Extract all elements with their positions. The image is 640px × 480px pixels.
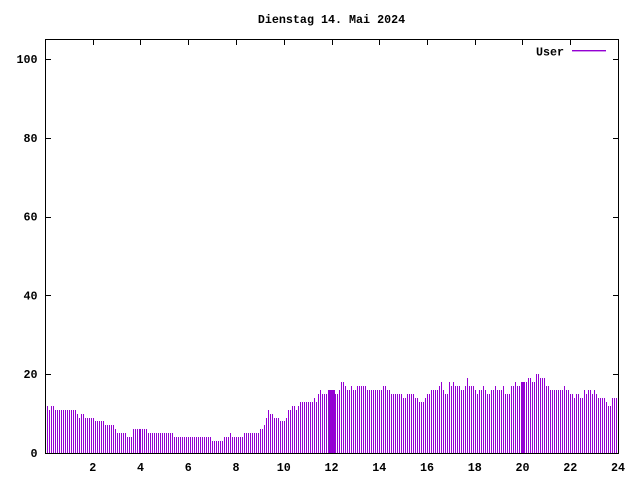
svg-text:2: 2 <box>89 461 96 475</box>
svg-text:12: 12 <box>324 461 338 475</box>
svg-text:22: 22 <box>563 461 577 475</box>
svg-text:20: 20 <box>23 368 37 382</box>
svg-text:6: 6 <box>185 461 192 475</box>
svg-text:40: 40 <box>23 289 37 303</box>
svg-text:24: 24 <box>611 461 625 475</box>
svg-text:User: User <box>536 45 564 59</box>
svg-text:4: 4 <box>137 461 144 475</box>
svg-text:80: 80 <box>23 132 37 146</box>
svg-text:16: 16 <box>420 461 434 475</box>
svg-text:8: 8 <box>232 461 239 475</box>
svg-text:10: 10 <box>277 461 291 475</box>
svg-text:20: 20 <box>515 461 529 475</box>
svg-text:100: 100 <box>16 53 37 67</box>
svg-text:0: 0 <box>30 447 37 461</box>
svg-text:Dienstag 14. Mai 2024: Dienstag 14. Mai 2024 <box>258 13 405 27</box>
svg-text:18: 18 <box>468 461 482 475</box>
svg-text:60: 60 <box>23 211 37 225</box>
svg-text:14: 14 <box>372 461 386 475</box>
